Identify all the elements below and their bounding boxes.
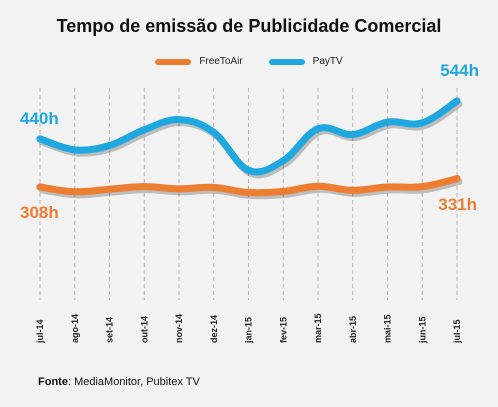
data-point-freetoair xyxy=(71,188,79,196)
x-tick-label: jul-14 xyxy=(35,319,45,344)
data-point-freetoair xyxy=(36,183,44,191)
x-tick-label: fev-15 xyxy=(278,317,288,343)
x-tick-label: jun-15 xyxy=(417,316,427,344)
x-tick-label: jan-15 xyxy=(244,317,254,344)
data-point-paytv xyxy=(453,97,461,105)
chart-title: Tempo de emissão de Publicidade Comercia… xyxy=(56,16,442,36)
data-point-paytv xyxy=(279,157,287,165)
data-point-freetoair xyxy=(418,183,426,191)
data-point-paytv xyxy=(210,128,218,136)
data-point-freetoair xyxy=(349,186,357,194)
data-point-paytv xyxy=(106,141,113,149)
legend-swatch-paytv xyxy=(268,58,305,65)
data-point-paytv xyxy=(36,135,44,143)
x-tick-label: mai-15 xyxy=(383,314,393,343)
legend: FreeToAir PayTV xyxy=(0,56,498,67)
data-point-freetoair xyxy=(279,187,287,195)
data-point-freetoair xyxy=(314,182,322,190)
legend-item-paytv: PayTV xyxy=(268,56,343,67)
data-label-freetoair: 331h xyxy=(438,195,477,214)
data-point-freetoair xyxy=(245,188,252,196)
x-tick-label: out-14 xyxy=(139,316,149,343)
data-point-paytv xyxy=(175,116,183,124)
source-text: MediaMonitor, Pubitex TV xyxy=(74,376,200,388)
data-point-freetoair xyxy=(140,183,148,191)
data-point-paytv xyxy=(418,119,426,127)
legend-label-freetoair: FreeToAir xyxy=(199,56,243,67)
data-point-paytv xyxy=(384,118,391,126)
x-tick-label: abr-15 xyxy=(348,316,358,343)
legend-swatch-freetoair xyxy=(155,58,192,65)
data-point-paytv xyxy=(140,126,148,134)
data-point-freetoair xyxy=(106,185,113,193)
data-point-freetoair xyxy=(175,185,183,193)
data-label-paytv: 544h xyxy=(440,61,479,80)
data-point-freetoair xyxy=(210,183,218,191)
data-point-paytv xyxy=(71,146,79,154)
x-tick-label: dez-14 xyxy=(209,315,219,343)
data-point-paytv xyxy=(245,166,252,174)
legend-label-paytv: PayTV xyxy=(312,56,343,67)
series-shadow-paytv xyxy=(38,100,463,179)
x-tick-label: ago-14 xyxy=(70,314,80,343)
x-tick-label: mar-15 xyxy=(313,313,323,343)
data-point-paytv xyxy=(314,125,322,133)
source-label: Fonte xyxy=(38,376,68,388)
data-label-freetoair: 308h xyxy=(20,203,59,222)
x-tick-label: nov-14 xyxy=(174,314,184,343)
data-point-paytv xyxy=(349,131,357,139)
x-tick-label: jul-15 xyxy=(452,319,462,344)
data-point-freetoair xyxy=(453,175,461,183)
source-note: Fonte: MediaMonitor, Pubitex TV xyxy=(38,376,200,388)
data-point-freetoair xyxy=(384,183,391,191)
legend-item-freetoair: FreeToAir xyxy=(155,56,243,67)
data-label-paytv: 440h xyxy=(20,109,59,128)
x-tick-label: set-14 xyxy=(105,317,115,343)
